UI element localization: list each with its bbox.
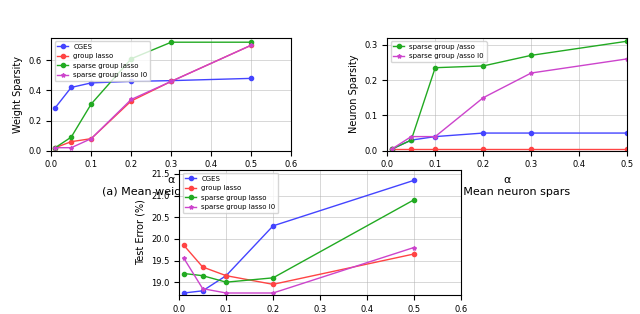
Legend: CGES, group lasso, sparse group lasso, sparse group lasso l0: CGES, group lasso, sparse group lasso, s… <box>54 41 150 81</box>
CGES <box>527 131 535 135</box>
group lasso <box>527 147 535 151</box>
sparse group lasso l0 <box>51 146 59 149</box>
group lasso <box>431 147 439 151</box>
sparse group lasso l0 <box>127 98 135 101</box>
sparse group lasso l0 <box>247 43 255 47</box>
sparse group lasso <box>269 276 277 280</box>
Line: group lasso: group lasso <box>53 43 253 150</box>
sparse group lasso l0 <box>180 257 188 260</box>
group lasso <box>247 43 255 47</box>
sparse group lasso <box>180 272 188 275</box>
group lasso <box>87 137 95 141</box>
Line: group lasso: group lasso <box>390 147 629 151</box>
sparse group lasso l0 <box>431 135 439 138</box>
group lasso <box>127 99 135 103</box>
sparse group lasso <box>127 57 135 61</box>
sparse group lasso l0 <box>623 57 631 61</box>
sparse group lasso l0 <box>388 147 396 151</box>
sparse group lasso <box>67 135 75 139</box>
CGES <box>479 131 487 135</box>
Y-axis label: Test Error (%): Test Error (%) <box>136 199 145 265</box>
sparse group lasso <box>87 102 95 106</box>
Legend: sparse group /asso, sparse group /asso l0: sparse group /asso, sparse group /asso l… <box>390 41 487 62</box>
group lasso <box>269 283 277 286</box>
group lasso <box>408 147 415 151</box>
Line: sparse group lasso: sparse group lasso <box>390 39 629 151</box>
sparse group lasso l0 <box>168 79 175 83</box>
Legend: CGES, group lasso, sparse group lasso, sparse group lasso l0: CGES, group lasso, sparse group lasso, s… <box>182 173 278 213</box>
CGES <box>51 106 59 110</box>
CGES <box>199 289 207 293</box>
sparse group lasso <box>410 198 418 202</box>
Line: CGES: CGES <box>182 178 416 295</box>
sparse group lasso l0 <box>410 246 418 249</box>
Line: CGES: CGES <box>390 131 629 151</box>
Line: sparse group lasso: sparse group lasso <box>182 198 416 284</box>
Line: CGES: CGES <box>53 76 253 110</box>
CGES <box>127 79 135 83</box>
CGES <box>431 135 439 138</box>
CGES <box>87 81 95 85</box>
CGES <box>410 178 418 182</box>
sparse group lasso <box>527 53 535 57</box>
sparse group lasso l0 <box>269 291 277 295</box>
group lasso <box>199 265 207 269</box>
Line: sparse group lasso l0: sparse group lasso l0 <box>390 57 629 151</box>
CGES <box>388 147 396 151</box>
X-axis label: α: α <box>168 175 175 185</box>
sparse group lasso <box>388 147 396 151</box>
sparse group lasso <box>408 138 415 142</box>
Text: (a) Mean weight sparsity: (a) Mean weight sparsity <box>102 187 241 197</box>
Y-axis label: Neuron Sparsity: Neuron Sparsity <box>349 55 358 133</box>
CGES <box>269 224 277 228</box>
Text: (b) Mean neuron spars: (b) Mean neuron spars <box>444 187 570 197</box>
sparse group lasso <box>168 40 175 44</box>
group lasso <box>180 243 188 247</box>
sparse group lasso l0 <box>67 146 75 149</box>
Line: sparse group lasso: sparse group lasso <box>53 40 253 150</box>
CGES <box>168 79 175 83</box>
CGES <box>408 138 415 142</box>
sparse group lasso l0 <box>408 135 415 138</box>
sparse group lasso l0 <box>199 287 207 290</box>
sparse group lasso l0 <box>527 71 535 75</box>
CGES <box>180 291 188 295</box>
Line: group lasso: group lasso <box>182 243 416 286</box>
sparse group lasso <box>479 64 487 68</box>
group lasso <box>623 147 631 151</box>
group lasso <box>67 140 75 143</box>
sparse group lasso l0 <box>479 96 487 100</box>
sparse group lasso <box>247 40 255 44</box>
group lasso <box>410 252 418 256</box>
Line: sparse group lasso l0: sparse group lasso l0 <box>182 246 416 295</box>
sparse group lasso <box>431 66 439 70</box>
sparse group lasso <box>199 274 207 278</box>
group lasso <box>388 147 396 151</box>
CGES <box>247 77 255 80</box>
group lasso <box>168 79 175 83</box>
sparse group lasso <box>222 280 230 284</box>
group lasso <box>51 146 59 149</box>
CGES <box>67 85 75 89</box>
group lasso <box>222 274 230 278</box>
CGES <box>623 131 631 135</box>
sparse group lasso l0 <box>87 137 95 141</box>
group lasso <box>479 147 487 151</box>
X-axis label: α: α <box>504 175 511 185</box>
Line: sparse group lasso l0: sparse group lasso l0 <box>53 43 253 150</box>
sparse group lasso <box>623 39 631 43</box>
sparse group lasso l0 <box>222 291 230 295</box>
sparse group lasso <box>51 146 59 149</box>
Y-axis label: Weight Sparsity: Weight Sparsity <box>13 56 22 133</box>
CGES <box>222 274 230 278</box>
